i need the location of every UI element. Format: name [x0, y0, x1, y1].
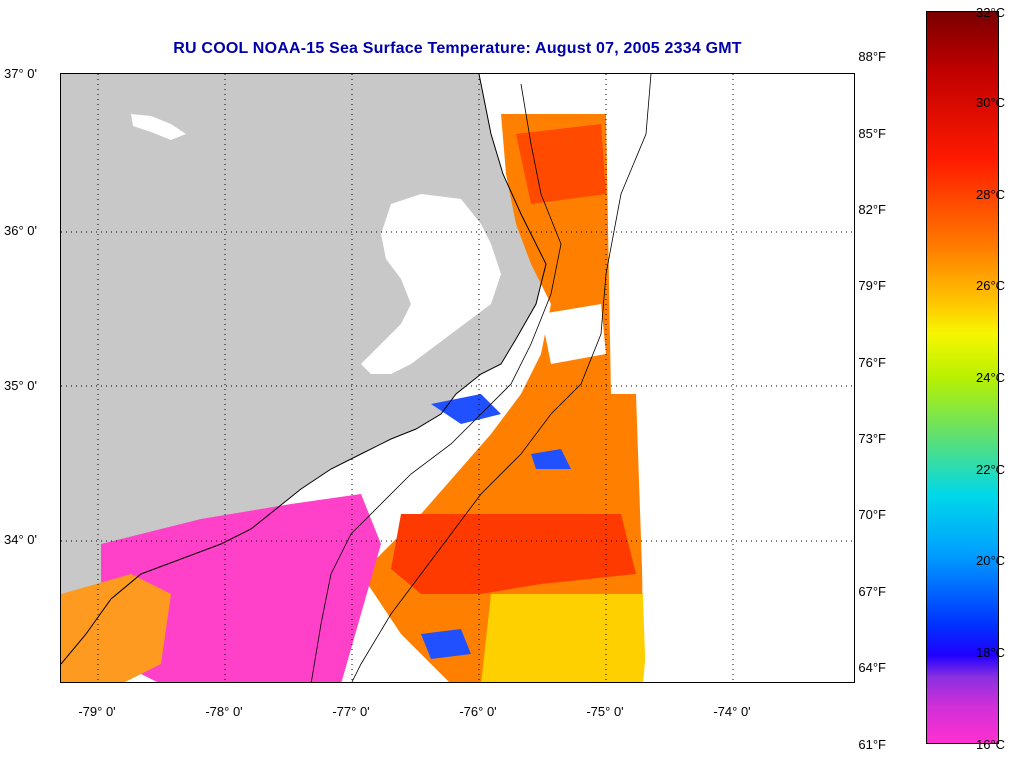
cool-region	[481, 594, 651, 682]
lon-label-77: -77° 0'	[332, 704, 370, 719]
cb-celsius-30: 30°C	[976, 95, 1006, 110]
lon-label-76: -76° 0'	[459, 704, 497, 719]
hot-band-north	[516, 124, 606, 204]
lat-label-37: 37° 0'	[4, 66, 37, 81]
cb-celsius-22: 22°C	[976, 462, 1006, 477]
cb-fahrenheit-61: 61°F	[858, 737, 886, 752]
cb-fahrenheit-85: 85°F	[858, 126, 886, 141]
cb-fahrenheit-88: 88°F	[858, 49, 886, 64]
cb-fahrenheit-64: 64°F	[858, 660, 886, 675]
contour-120ft	[310, 83, 562, 682]
lat-label-34: 34° 0'	[4, 532, 37, 547]
cb-fahrenheit-73: 73°F	[858, 431, 886, 446]
cb-fahrenheit-79: 79°F	[858, 278, 886, 293]
coastline	[61, 74, 547, 665]
blue-patches	[421, 394, 571, 659]
sound-water	[361, 194, 501, 374]
map-title: RU COOL NOAA-15 Sea Surface Temperature:…	[173, 40, 742, 57]
map-canvas	[61, 74, 854, 682]
cb-celsius-16: 16°C	[976, 737, 1006, 752]
lat-label-35: 35° 0'	[4, 378, 37, 393]
river-water	[131, 114, 186, 140]
cb-fahrenheit-67: 67°F	[858, 584, 886, 599]
graticule	[61, 74, 854, 682]
cb-fahrenheit-70: 70°F	[858, 507, 886, 522]
cb-celsius-20: 20°C	[976, 553, 1006, 568]
lon-label-75: -75° 0'	[586, 704, 624, 719]
lon-label-74: -74° 0'	[713, 704, 751, 719]
warm-southwest	[61, 574, 171, 682]
lon-label-79: -79° 0'	[78, 704, 116, 719]
cb-celsius-18: 18°C	[976, 645, 1006, 660]
cb-fahrenheit-76: 76°F	[858, 355, 886, 370]
hot-band	[391, 514, 636, 594]
cb-celsius-24: 24°C	[976, 370, 1006, 385]
temperature-colorbar	[926, 11, 999, 744]
lon-label-78: -78° 0'	[205, 704, 243, 719]
cb-fahrenheit-82: 82°F	[858, 202, 886, 217]
lat-label-36: 36° 0'	[4, 223, 37, 238]
cb-celsius-28: 28°C	[976, 187, 1006, 202]
cb-celsius-26: 26°C	[976, 278, 1006, 293]
contour-600ft	[351, 74, 652, 682]
sst-map	[60, 73, 855, 683]
cb-celsius-32: 32°C	[976, 5, 1006, 20]
cloud-gaps	[541, 74, 854, 682]
